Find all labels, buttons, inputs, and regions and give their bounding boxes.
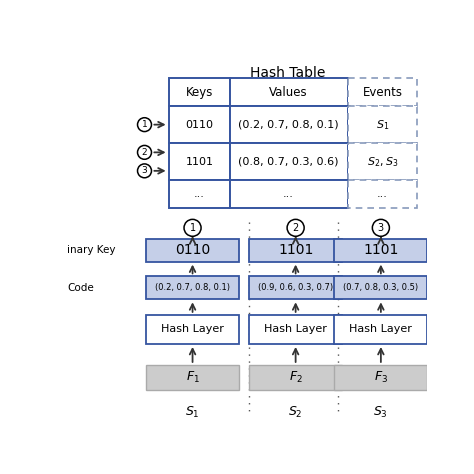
Bar [249,315,342,344]
Text: $F_3$: $F_3$ [374,370,388,385]
Bar [146,315,239,344]
Circle shape [137,164,152,178]
Text: ...: ... [377,189,388,199]
Bar [169,180,230,208]
Text: 2: 2 [292,223,299,233]
Text: Hash Layer: Hash Layer [161,325,224,335]
Text: 1: 1 [142,120,147,129]
Text: $F_1$: $F_1$ [186,370,200,385]
Circle shape [137,118,152,132]
Text: 3: 3 [142,166,147,175]
Circle shape [184,219,201,237]
Text: (0.2, 0.7, 0.8, 0.1): (0.2, 0.7, 0.8, 0.1) [155,283,230,292]
Text: Keys: Keys [186,86,213,99]
Circle shape [137,146,152,159]
Text: (0.2, 0.7, 0.8, 0.1): (0.2, 0.7, 0.8, 0.1) [238,119,339,130]
Bar [169,143,230,180]
Bar [169,78,230,106]
Bar [230,143,347,180]
Text: 0110: 0110 [185,119,213,130]
Text: 1101: 1101 [363,243,399,257]
Text: (0.8, 0.7, 0.3, 0.6): (0.8, 0.7, 0.3, 0.6) [238,156,339,166]
Bar [334,276,428,300]
Circle shape [287,219,304,237]
Text: $S_2, S_3$: $S_2, S_3$ [367,155,398,168]
Text: 2: 2 [142,148,147,157]
Text: $F_2$: $F_2$ [289,370,302,385]
Bar [347,106,417,143]
Text: 1101: 1101 [278,243,313,257]
Circle shape [373,219,390,237]
Bar [169,106,230,143]
Bar [347,78,417,106]
Text: ...: ... [194,189,205,199]
Bar [230,180,347,208]
Bar [249,365,342,390]
Text: Events: Events [363,86,402,99]
Bar [334,238,428,262]
Text: $S_1$: $S_1$ [185,405,200,420]
Text: ...: ... [283,189,294,199]
Text: Code: Code [67,283,94,293]
Bar [146,238,239,262]
Bar [146,365,239,390]
Text: Hash Layer: Hash Layer [264,325,327,335]
Text: $S_1$: $S_1$ [376,118,389,132]
Bar [347,143,417,180]
Text: (0.7, 0.8, 0.3, 0.5): (0.7, 0.8, 0.3, 0.5) [343,283,419,292]
Bar [249,238,342,262]
Text: inary Key: inary Key [67,245,116,255]
Text: (0.9, 0.6, 0.3, 0.7): (0.9, 0.6, 0.3, 0.7) [258,283,333,292]
Bar [347,180,417,208]
Text: $S_2$: $S_2$ [288,405,303,420]
Text: Hash Layer: Hash Layer [349,325,412,335]
Text: Hash Table: Hash Table [250,66,326,80]
Text: $S_3$: $S_3$ [374,405,388,420]
Text: 3: 3 [378,223,384,233]
Bar [334,365,428,390]
Text: 1: 1 [190,223,196,233]
Bar [230,78,347,106]
Bar [146,276,239,300]
Bar [249,276,342,300]
Text: Values: Values [269,86,308,99]
Text: 0110: 0110 [175,243,210,257]
Bar [230,106,347,143]
Bar [334,315,428,344]
Text: 1101: 1101 [185,156,213,166]
